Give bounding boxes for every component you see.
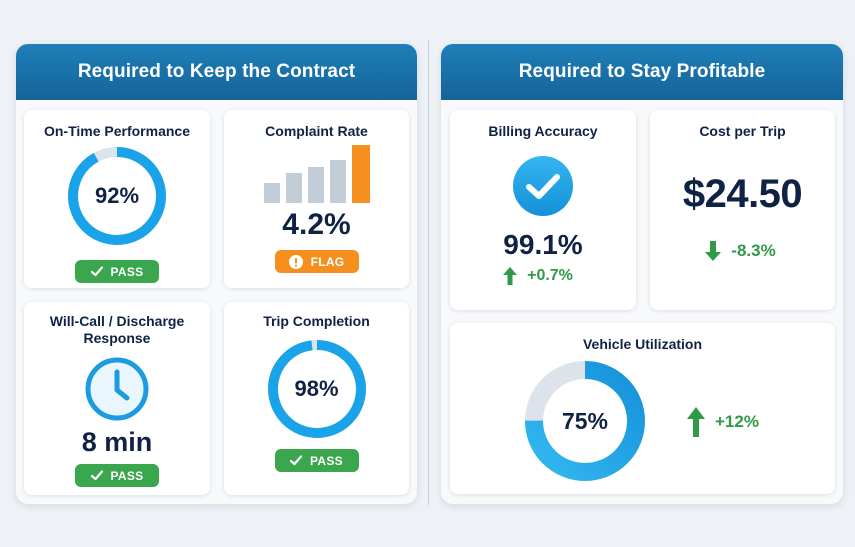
will-call-title: Will-Call / Discharge Response	[49, 313, 185, 346]
complaint-status-label: FLAG	[310, 254, 345, 269]
vehicle-utilization-card: Vehicle Utilization 75% +12%	[450, 323, 835, 494]
on-time-status-label: PASS	[110, 264, 144, 279]
cost-per-trip-delta: -8.3%	[705, 241, 776, 261]
on-time-ring: 92%	[65, 144, 169, 248]
profitability-panel-title: Required to Stay Profitable	[441, 44, 843, 100]
will-call-card: Will-Call / Discharge Response 8 min PAS…	[24, 302, 210, 495]
will-call-status-label: PASS	[110, 468, 144, 483]
cost-per-trip-delta-value: -8.3%	[731, 241, 776, 260]
complaint-status-badge: FLAG	[274, 250, 359, 273]
trip-completion-ring: 98%	[265, 337, 369, 441]
complaint-bar-4	[329, 160, 346, 203]
check-icon	[90, 266, 103, 277]
trip-completion-status-badge: PASS	[274, 449, 359, 472]
trip-completion-title: Trip Completion	[263, 313, 370, 329]
complaint-bar-1	[263, 183, 280, 203]
complaint-bar-5	[351, 145, 370, 203]
check-circle-icon	[513, 156, 573, 216]
arrow-up-icon	[503, 267, 518, 285]
trip-completion-status-label: PASS	[310, 453, 343, 468]
on-time-status-badge: PASS	[75, 260, 159, 283]
contract-panel: Required to Keep the Contract On-Time Pe…	[16, 44, 417, 504]
profitability-panel: Required to Stay Profitable Billing Accu…	[441, 44, 843, 504]
on-time-performance-title: On-Time Performance	[43, 123, 190, 139]
billing-accuracy-delta: +0.7%	[503, 267, 573, 285]
arrow-up-icon	[687, 407, 705, 437]
complaint-bar-3	[307, 167, 324, 203]
cost-per-trip-value: $24.50	[682, 172, 803, 216]
clock-icon	[85, 357, 149, 421]
will-call-status-badge: PASS	[75, 464, 159, 487]
vehicle-utilization-title: Vehicle Utilization	[582, 336, 703, 352]
billing-accuracy-delta-value: +0.7%	[527, 267, 573, 284]
complaint-rate-title: Complaint Rate	[265, 123, 368, 139]
check-icon	[290, 455, 302, 466]
vehicle-utilization-delta-value: +12%	[715, 412, 759, 431]
exclamation-icon	[288, 254, 303, 269]
arrow-down-icon	[705, 241, 722, 261]
billing-accuracy-value: 99.1%	[503, 229, 583, 260]
trip-completion-card: Trip Completion 98% PASS	[224, 302, 409, 495]
billing-accuracy-card: Billing Accuracy 99.1% +0.7%	[450, 110, 636, 310]
complaint-rate-card: Complaint Rate 4.2% FLAG	[224, 110, 409, 288]
billing-accuracy-title: Billing Accuracy	[488, 123, 598, 139]
cost-per-trip-card: Cost per Trip $24.50 -8.3%	[650, 110, 835, 310]
vehicle-utilization-ring: 75%	[523, 359, 647, 483]
complaint-rate-value: 4.2%	[282, 208, 351, 241]
vehicle-utilization-delta: +12%	[687, 407, 759, 437]
on-time-value: 92%	[94, 183, 140, 208]
check-icon	[90, 470, 103, 481]
complaint-bar-chart	[263, 145, 370, 203]
cost-per-trip-title: Cost per Trip	[699, 123, 786, 139]
trip-completion-value: 98%	[294, 376, 339, 401]
complaint-bar-2	[285, 173, 302, 203]
on-time-performance-card: On-Time Performance 92% PASS	[24, 110, 210, 288]
will-call-value: 8 min	[81, 427, 153, 457]
panel-divider	[428, 40, 429, 505]
contract-panel-title: Required to Keep the Contract	[16, 44, 417, 100]
vehicle-utilization-value: 75%	[561, 407, 609, 434]
